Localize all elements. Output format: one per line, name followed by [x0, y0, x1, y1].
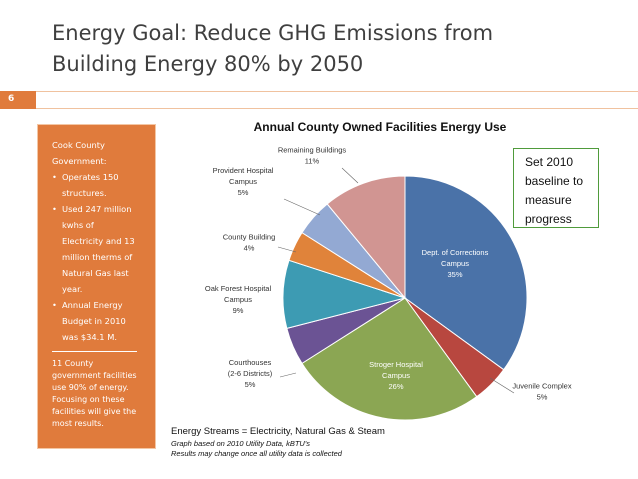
- chart-title: Annual County Owned Facilities Energy Us…: [253, 120, 507, 134]
- bullet-line: kwhs of: [62, 220, 94, 230]
- callout-line: Set 2010: [525, 155, 574, 169]
- title-rule: [0, 91, 638, 109]
- note-line: use 90% of energy.: [52, 383, 129, 392]
- pie-slice: [326, 175, 406, 300]
- footnote-disclaimer: Results may change once all utility data…: [171, 449, 342, 458]
- footnote-graph-basis: Graph based on 2010 Utility Data, kBTU's: [171, 439, 310, 448]
- leader-line: [489, 377, 515, 394]
- energy-streams-note: Energy Streams = Electricity, Natural Ga…: [171, 426, 385, 437]
- intro-line: Cook County: [52, 140, 105, 150]
- slide-title-line-2: Building Energy 80% by 2050: [52, 52, 364, 76]
- callout-line: measure: [525, 193, 572, 207]
- callout-line: baseline to: [525, 174, 584, 188]
- rule-line-bottom: [36, 108, 638, 109]
- note-line: government facilities: [52, 371, 137, 380]
- bullet-line: Budget in 2010: [62, 316, 126, 326]
- note-line: most results.: [52, 419, 104, 428]
- side-panel: Cook County Government: Operates 150 str…: [37, 124, 156, 449]
- pie-slice-label: Juvenile Complex 5%: [512, 382, 571, 402]
- callout-line: progress: [525, 212, 572, 226]
- slide-title-line-1: Energy Goal: Reduce GHG Emissions from: [52, 21, 494, 45]
- leader-line: [341, 167, 359, 184]
- note-line: 11 County: [52, 359, 94, 368]
- note-line: Focusing on these: [52, 395, 125, 404]
- bullet-line: Natural Gas last: [62, 268, 129, 278]
- pie-slice-label: Provident Hospital Campus 5%: [213, 166, 274, 197]
- bullet-item: Used 247 million kwhs of Electricity and…: [52, 201, 147, 297]
- intro-line: Government:: [52, 156, 107, 166]
- pie-slice-label: Dept. of Corrections Campus 35%: [422, 248, 489, 279]
- pie-slice-label: County Building 4%: [223, 233, 276, 253]
- pie-slice: [404, 175, 528, 371]
- pie-slice-label: Stroger Hospital Campus 26%: [369, 360, 423, 391]
- note-line: facilities will give the: [52, 407, 137, 416]
- side-panel-bullets: Operates 150 structures. Used 247 millio…: [52, 169, 147, 345]
- bullet-line: year.: [62, 284, 83, 294]
- slide-number: 6: [8, 94, 15, 104]
- pie-slice-label: Remaining Buildings 11%: [278, 146, 347, 166]
- side-panel-divider: [52, 351, 137, 352]
- rule-line-top: [36, 91, 638, 92]
- slide-number-block: [0, 91, 36, 109]
- side-panel-intro: Cook County Government:: [52, 137, 147, 169]
- bullet-line: million therms of: [62, 252, 133, 262]
- bullet-line: Electricity and 13: [62, 236, 135, 246]
- slide-title: Energy Goal: Reduce GHG Emissions from B…: [52, 18, 612, 80]
- bullet-line: Used 247 million: [62, 204, 132, 214]
- bullet-line: Annual Energy: [62, 300, 123, 310]
- bullet-item: Annual Energy Budget in 2010 was $34.1 M…: [52, 297, 147, 345]
- bullet-line: structures.: [62, 188, 107, 198]
- leader-line: [277, 246, 297, 253]
- pie-slice-label: Courthouses (2-6 Districts) 5%: [228, 358, 273, 389]
- bullet-item: Operates 150 structures.: [52, 169, 147, 201]
- pie-slice-label: Oak Forest Hospital Campus 9%: [205, 284, 272, 315]
- pie-slice: [301, 297, 478, 421]
- bullet-line: was $34.1 M.: [62, 332, 118, 342]
- leader-line: [279, 372, 297, 378]
- leader-line: [283, 198, 321, 216]
- bullet-line: Operates 150: [62, 172, 119, 182]
- baseline-callout: Set 2010 baseline to measure progress: [513, 148, 599, 228]
- side-panel-note: 11 County government facilities use 90% …: [52, 358, 147, 430]
